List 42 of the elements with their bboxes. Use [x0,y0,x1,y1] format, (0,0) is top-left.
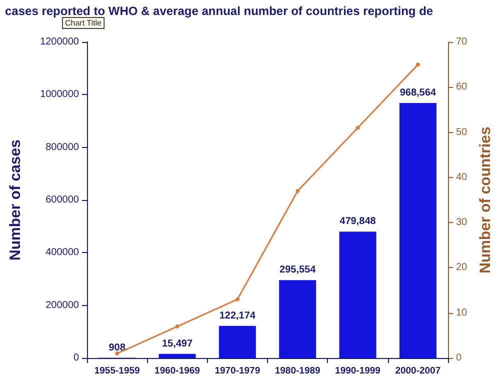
bar [158,354,196,358]
data-label: 15,497 [162,338,193,350]
y-tick-label: 400000 [46,247,80,258]
x-tick-label: 2000-2007 [395,366,441,376]
y2-tick-label: 30 [456,217,468,228]
y2-tick-label: 40 [456,172,468,183]
data-label: 295,554 [280,264,316,276]
bar [218,326,256,358]
y2-tick-label: 60 [456,82,468,93]
y-axis-title: Number of cases [7,140,24,260]
x-tick-label: 1970-1979 [214,366,260,376]
y2-axis-title: Number of countries [477,126,494,274]
point [175,324,180,328]
y2-tick-label: 20 [456,262,468,274]
x-tick-label: 1955-1959 [94,366,140,376]
data-label: 122,174 [219,310,256,322]
y-tick-label: 0 [73,352,80,364]
y-tick-label: 600000 [46,194,80,206]
data-label: 908 [108,342,126,354]
point [115,351,120,356]
data-label: 479,848 [340,216,376,228]
y2-tick-label: 50 [456,126,468,138]
bar [279,280,316,358]
x-tick-label: 1980-1989 [274,366,320,376]
y2-tick-label: 0 [456,352,462,364]
chart-title: cases reported to WHO & average annual number of countries reporting de [5,4,434,18]
bar [399,102,436,358]
x-tick-label: 1990-1999 [335,366,380,376]
y-tick-label: 800000 [46,142,80,153]
y-tick-label: 1200000 [40,36,80,48]
bar [339,232,376,358]
point [235,297,240,302]
x-tick-label: 1960-1969 [154,366,200,376]
y-tick-label: 1000000 [40,89,80,100]
y-tick-label: 200000 [46,300,80,311]
y2-tick-label: 70 [456,36,468,48]
point [296,188,300,193]
point [356,126,360,130]
text: Chart Title [65,18,102,28]
y2-tick-label: 10 [456,307,468,318]
point [416,62,420,67]
data-label: 968,564 [400,87,436,98]
